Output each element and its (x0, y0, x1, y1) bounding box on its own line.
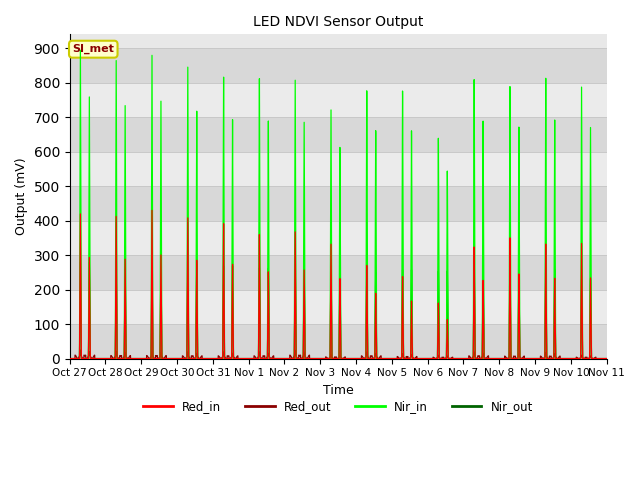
X-axis label: Time: Time (323, 384, 353, 397)
Title: LED NDVI Sensor Output: LED NDVI Sensor Output (253, 15, 423, 29)
Y-axis label: Output (mV): Output (mV) (15, 157, 28, 235)
Bar (70, 289, 607, 324)
Bar (70, 152, 607, 186)
Bar (70, 83, 607, 117)
Text: SI_met: SI_met (72, 44, 114, 54)
Bar (70, 186, 607, 221)
Bar (70, 48, 607, 83)
Bar (70, 221, 607, 255)
Legend: Red_in, Red_out, Nir_in, Nir_out: Red_in, Red_out, Nir_in, Nir_out (139, 395, 538, 418)
Bar (70, 117, 607, 152)
Bar (70, 324, 607, 359)
Bar (70, 255, 607, 289)
